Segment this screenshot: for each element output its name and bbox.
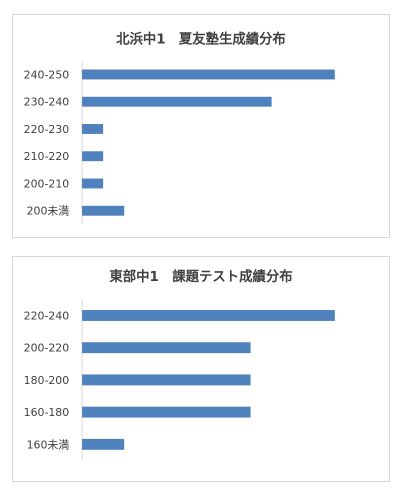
bar: [82, 342, 251, 354]
category-label: 200未満: [27, 205, 70, 218]
category-label: 160未満: [27, 438, 70, 451]
category-label: 240-250: [24, 68, 70, 81]
category-label: 210-220: [24, 150, 70, 163]
bar: [82, 310, 335, 321]
category-label: 200-220: [24, 342, 70, 355]
chart-title: 北浜中1 夏友塾生成績分布: [116, 31, 286, 48]
bar: [82, 124, 104, 134]
bar: [82, 406, 251, 418]
bar: [82, 438, 125, 450]
bar: [82, 374, 251, 386]
bar: [82, 69, 335, 80]
chart-hamakita: 北浜中1 夏友塾生成績分布 240-250 230-240 220-230 210-2…: [12, 14, 390, 238]
category-label: 230-240: [24, 96, 70, 109]
chart-hamakita-svg: 北浜中1 夏友塾生成績分布 240-250 230-240 220-230 210-2…: [24, 31, 335, 225]
bar: [82, 151, 104, 162]
chart-tobu-svg: 東部中1 課題テスト成績分布 220-240 200-220 180-200 160-…: [24, 268, 335, 461]
chart-title: 東部中1 課題テスト成績分布: [109, 268, 292, 285]
bar: [82, 205, 125, 216]
category-label: 200-210: [24, 177, 70, 190]
bar: [82, 178, 104, 189]
category-label: 220-240: [24, 309, 70, 322]
chart-tobu: 東部中1 課題テスト成績分布 220-240 200-220 180-200 160-…: [12, 256, 390, 482]
category-label: 220-230: [24, 123, 70, 136]
category-label: 160-180: [24, 406, 70, 419]
category-label: 180-200: [24, 374, 70, 387]
bar: [82, 96, 272, 107]
